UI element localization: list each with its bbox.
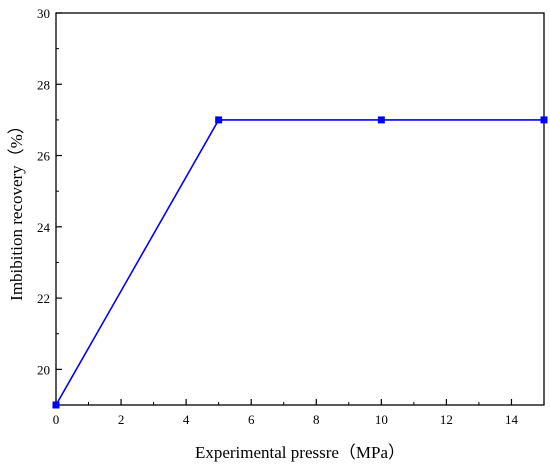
y-tick-label: 26 [37,149,51,164]
series-line [55,119,544,406]
x-tick-label: 6 [248,412,255,427]
x-tick-label: 2 [118,412,125,427]
x-tick-label: 14 [505,412,519,427]
x-tick-label: 8 [313,412,320,427]
data-point-marker [215,116,223,124]
y-tick-label: 20 [37,362,50,377]
plot-frame [55,12,545,406]
y-tick-label: 30 [37,6,50,21]
y-tick-label: 24 [37,220,51,235]
x-tick-label: 10 [375,412,388,427]
plot-border [55,12,545,406]
y-axis-title: Imbibition recovery（%） [7,117,26,301]
y-tick-label: 22 [37,291,50,306]
data-point-marker [377,116,385,124]
data-point-marker [52,401,60,409]
x-tick-label: 0 [53,412,60,427]
series-layer [52,116,548,409]
x-tick-label: 4 [183,412,190,427]
y-axis-ticks: 20 22 24 26 28 30 [37,6,62,377]
y-tick-label: 28 [37,77,50,92]
data-point-marker [540,116,548,124]
x-axis-ticks: 0 2 4 6 8 10 12 14 [53,399,519,427]
x-axis-title: Experimental pressre（MPa） [195,443,405,462]
x-tick-label: 12 [440,412,453,427]
